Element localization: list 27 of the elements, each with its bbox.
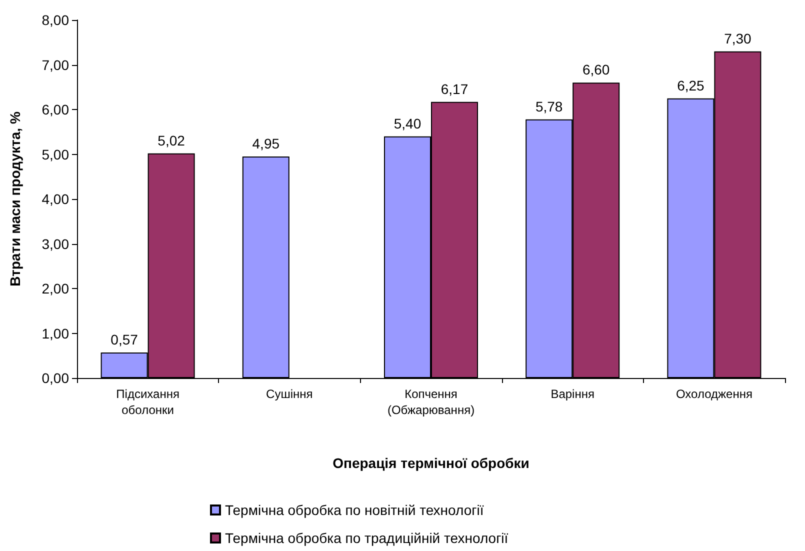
y-tick-label: 4,00 [42,191,70,207]
data-label: 5,40 [394,115,422,132]
x-tick-label: Копчення (Обжарювання) [387,387,475,417]
y-tick-label: 6,00 [42,102,70,118]
y-tick-label: 7,00 [42,56,70,73]
data-label: 6,25 [677,77,705,94]
y-tick-label: 0,00 [42,370,70,386]
x-tick-label: Охолодження [676,387,752,401]
y-tick-label: 5,00 [42,146,70,162]
x-tick-label: Сушіння [266,387,313,401]
legend-label: Термічна обробка по традиційній технології [225,530,508,546]
y-axis-title: Втрати маси продукта, % [7,111,23,286]
data-label: 0,57 [110,331,138,348]
x-axis-title: Операція термічної обробки [332,455,530,471]
x-tick-label: Підсихання оболонки [116,387,180,417]
y-tick-label: 1,00 [42,325,70,342]
data-label: 4,95 [252,135,280,152]
data-label: 7,30 [724,30,752,46]
y-tick-label: 8,00 [42,12,70,28]
y-tick-label: 3,00 [42,236,70,252]
data-label: 6,60 [582,62,610,78]
x-tick-label: Варіння [550,387,594,401]
legend-label: Термічна обробка по новітній технології [225,502,484,518]
data-label: 5,02 [158,132,186,148]
data-label: 5,78 [535,98,563,114]
data-label: 6,17 [440,80,468,97]
y-tick-label: 2,00 [42,280,70,296]
